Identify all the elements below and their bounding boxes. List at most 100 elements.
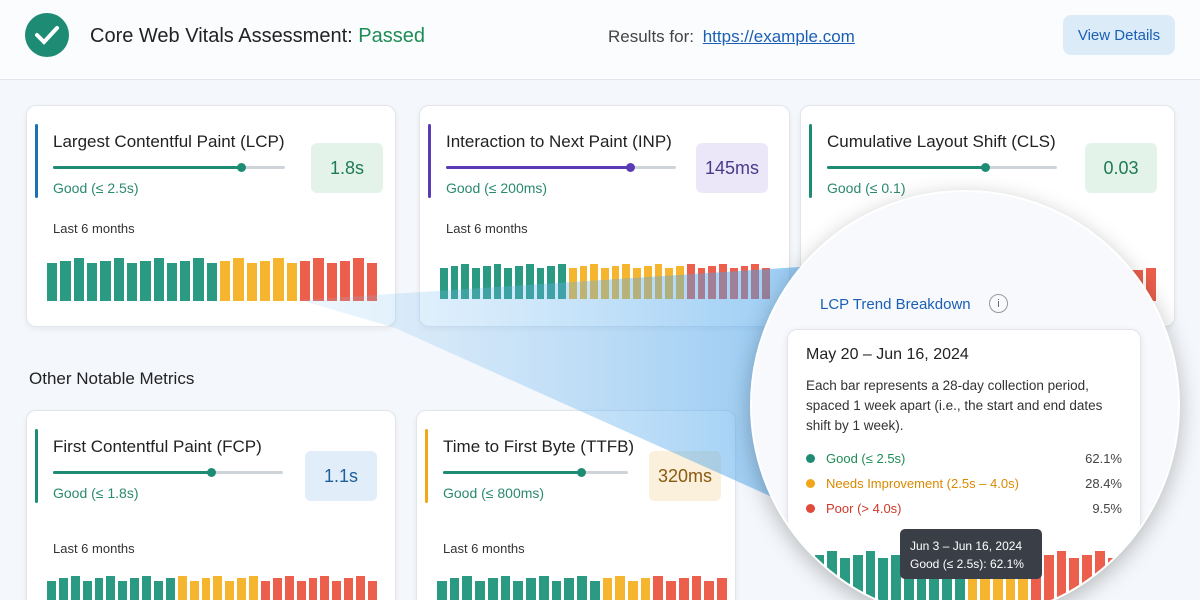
metric-name: Interaction to Next Paint (INP) bbox=[446, 132, 672, 151]
status: Passed bbox=[358, 25, 425, 47]
trend-bar bbox=[472, 268, 480, 299]
trend-bar bbox=[891, 554, 901, 600]
trend-bar bbox=[840, 558, 850, 600]
period-label: Last 6 months bbox=[53, 541, 135, 556]
trend-bar bbox=[201, 578, 211, 600]
trend-bars bbox=[47, 258, 377, 301]
trend-bar bbox=[461, 264, 470, 299]
trend-bar bbox=[802, 558, 812, 600]
range: May 20 – Jun 16, 2024 bbox=[806, 346, 969, 363]
trend-bar bbox=[513, 580, 524, 600]
info-icon[interactable]: i bbox=[989, 294, 1008, 313]
trend-bar bbox=[193, 258, 204, 301]
tooltip-range: Jun 3 – Jun 16, 2024 bbox=[910, 539, 1023, 553]
trend-bar bbox=[1082, 554, 1092, 600]
trend-bar bbox=[213, 576, 223, 600]
trend-bars bbox=[437, 576, 727, 600]
trend-bar bbox=[356, 576, 366, 600]
trend-bar bbox=[666, 580, 676, 600]
trend-bar bbox=[450, 266, 459, 299]
trend-bar bbox=[308, 578, 318, 600]
trend-bar bbox=[165, 578, 175, 600]
trend-bar bbox=[326, 263, 337, 301]
trend-bar bbox=[691, 576, 702, 600]
metric-value: 1.1s bbox=[305, 451, 377, 501]
trend-bar bbox=[73, 258, 84, 301]
trend-bar bbox=[180, 260, 191, 301]
trend-bar bbox=[577, 576, 587, 600]
trend-bar bbox=[449, 578, 460, 600]
view-details-button[interactable]: View Details bbox=[1063, 15, 1175, 55]
trend-bar bbox=[233, 258, 244, 301]
magnifier: LCP Trend Breakdown i May 20 – Jun 16, 2… bbox=[750, 190, 1180, 600]
trend-bar bbox=[437, 580, 447, 600]
trend-bar bbox=[220, 260, 231, 301]
trend-bar bbox=[589, 580, 600, 600]
trend-bar bbox=[704, 580, 715, 600]
trend-bar bbox=[558, 264, 566, 299]
metric-value: 320ms bbox=[649, 451, 721, 501]
trend-bar bbox=[58, 578, 68, 600]
trend-bar bbox=[493, 264, 502, 299]
trend-bar bbox=[551, 580, 562, 600]
trend-bar bbox=[1043, 554, 1054, 600]
trend-bar bbox=[526, 578, 536, 600]
trend-bar bbox=[113, 258, 124, 301]
trend-bar bbox=[865, 551, 876, 600]
threshold: Good (≤ 0.1) bbox=[827, 180, 906, 196]
legend-row: Needs Improvement (2.5s – 4.0s) 28.4% bbox=[806, 476, 1122, 491]
trend-bar bbox=[86, 263, 98, 301]
trend-bar bbox=[500, 576, 511, 600]
metric-name: First Contentful Paint (FCP) bbox=[53, 437, 262, 456]
trend-bar bbox=[130, 578, 140, 600]
tooltip-text: Good (≤ 2.5s): 62.1% bbox=[910, 557, 1024, 571]
trend-bar bbox=[504, 268, 513, 299]
trend-bar bbox=[1069, 558, 1080, 600]
trend-bar bbox=[284, 576, 294, 600]
period-label: Last 6 months bbox=[446, 221, 528, 236]
threshold: Good (≤ 1.8s) bbox=[53, 485, 139, 501]
trend-bar bbox=[82, 580, 92, 600]
threshold: Good (≤ 800ms) bbox=[443, 485, 545, 501]
trend-bar bbox=[142, 576, 152, 600]
trend-bar bbox=[1107, 558, 1118, 600]
threshold: Good (≤ 200ms) bbox=[446, 180, 548, 196]
trend-bar bbox=[366, 263, 377, 301]
trend-bar bbox=[678, 578, 689, 600]
trend-bar bbox=[547, 266, 556, 299]
trend-bar bbox=[273, 258, 284, 301]
legend-row: Poor (> 4.0s) 9.5% bbox=[806, 501, 1122, 516]
section-heading: Other Notable Metrics bbox=[29, 369, 195, 388]
trend-bar bbox=[299, 260, 311, 301]
trend-bar bbox=[536, 268, 545, 299]
description: Each bar represents a 28-day collection … bbox=[806, 378, 1103, 433]
trend-bar bbox=[564, 578, 575, 600]
trend-bar bbox=[106, 576, 116, 600]
trend-bar bbox=[313, 258, 324, 301]
trend-bar bbox=[878, 558, 889, 600]
url-link[interactable]: https://example.com bbox=[702, 27, 855, 46]
legend-value: 62.1% bbox=[1085, 451, 1122, 466]
metric-name: Largest Contentful Paint (LCP) bbox=[53, 132, 285, 151]
period-label: Last 6 months bbox=[443, 541, 525, 556]
trend-bar bbox=[260, 260, 271, 301]
trend-bar bbox=[339, 260, 351, 301]
period-label: Last 6 months bbox=[53, 221, 135, 236]
trend-bar bbox=[166, 263, 178, 301]
trend-bar bbox=[487, 578, 498, 600]
trend-bar bbox=[475, 580, 485, 600]
check-icon bbox=[25, 13, 69, 57]
trend-bar bbox=[153, 258, 164, 301]
metric-value: 1.8s bbox=[311, 143, 383, 193]
trend-bar bbox=[1031, 558, 1041, 600]
trend-bar bbox=[525, 264, 534, 299]
trend-bar bbox=[353, 258, 364, 301]
trend-bar bbox=[320, 576, 330, 600]
trend-bar bbox=[154, 580, 163, 600]
trend-bar bbox=[482, 266, 491, 299]
trend-bar bbox=[628, 580, 638, 600]
trend-bar bbox=[1056, 551, 1067, 600]
trend-bar bbox=[70, 576, 80, 600]
trend-bar bbox=[261, 580, 270, 600]
legend-label: Needs Improvement (2.5s – 4.0s) bbox=[826, 476, 1019, 491]
